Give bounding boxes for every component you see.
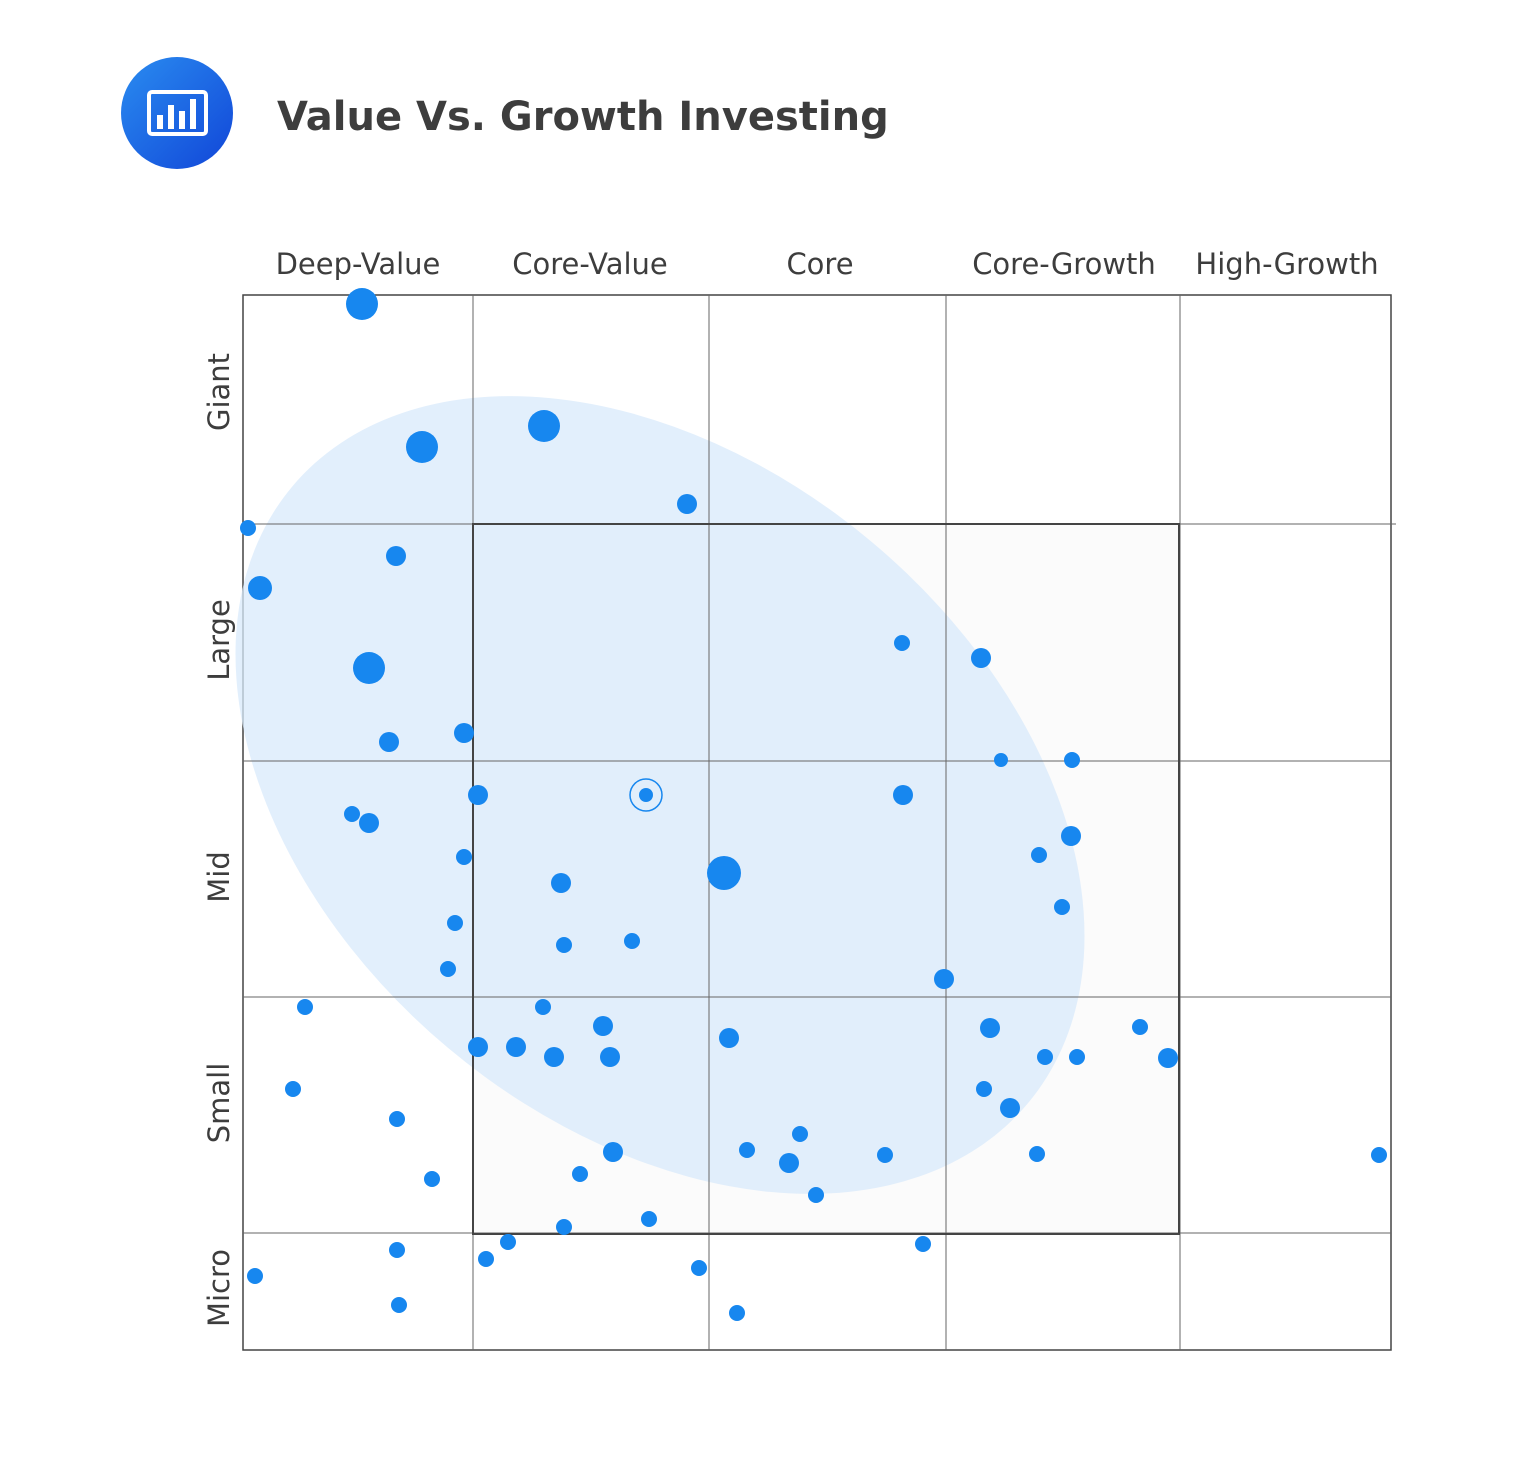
holding-dot	[389, 1242, 405, 1258]
holding-dot	[1371, 1147, 1387, 1163]
column-label: High-Growth	[1195, 247, 1378, 281]
holding-dot	[1037, 1049, 1053, 1065]
holding-dot	[386, 546, 406, 566]
holding-dot	[739, 1142, 755, 1158]
holding-dot	[353, 652, 385, 684]
holding-dot	[877, 1147, 893, 1163]
row-label: Small	[202, 1063, 236, 1144]
holding-dot	[893, 785, 913, 805]
holding-dot	[779, 1153, 799, 1173]
holding-dot	[1069, 1049, 1085, 1065]
holding-dot	[1064, 752, 1080, 768]
title: Value Vs. Growth Investing	[277, 94, 889, 140]
row-label: Mid	[202, 851, 236, 903]
holding-dot	[556, 1219, 572, 1235]
holding-dot	[247, 1268, 263, 1284]
holding-dot	[406, 431, 438, 463]
holding-dot	[359, 813, 379, 833]
holding-dot	[603, 1142, 623, 1162]
centroid-ring	[629, 778, 663, 812]
centroid	[639, 788, 653, 802]
holding-dot	[808, 1187, 824, 1203]
holding-dot	[593, 1016, 613, 1036]
holding-dot	[971, 648, 991, 668]
holding-dot	[677, 494, 697, 514]
holding-dot	[934, 969, 954, 989]
holding-dot	[440, 961, 456, 977]
holding-dot	[792, 1126, 808, 1142]
column-label: Core-Growth	[972, 247, 1156, 281]
holding-dot	[719, 1028, 739, 1048]
holding-dot	[456, 849, 472, 865]
icon	[121, 57, 233, 169]
holding-dot	[468, 1037, 488, 1057]
holding-dot	[994, 753, 1008, 767]
column-label: Core	[786, 247, 853, 281]
holding-dot	[624, 933, 640, 949]
holding-dot	[344, 806, 360, 822]
holding-dot	[454, 723, 474, 743]
holding-dot	[1000, 1098, 1020, 1118]
column-label: Core-Value	[512, 247, 668, 281]
holding-dot	[915, 1236, 931, 1252]
row-label: Micro	[202, 1249, 236, 1327]
holding-dot	[707, 856, 741, 890]
holding-dot	[691, 1260, 707, 1276]
holding-dot	[894, 635, 910, 651]
holding-dot	[600, 1047, 620, 1067]
column-label: Deep-Value	[276, 247, 441, 281]
holding-dot	[506, 1037, 526, 1057]
holding-dot	[528, 410, 560, 442]
holding-dot	[468, 785, 488, 805]
holding-dot	[1054, 899, 1070, 915]
holding-dot	[447, 915, 463, 931]
holding-dot	[379, 732, 399, 752]
holding-dot	[641, 1211, 657, 1227]
holding-dot	[391, 1297, 407, 1313]
holding-dot	[346, 288, 378, 320]
holding-dot	[551, 873, 571, 893]
holding-dot	[285, 1081, 301, 1097]
holding-dot	[297, 999, 313, 1015]
holding-dot	[248, 576, 272, 600]
holding-dot	[1158, 1048, 1178, 1068]
holding-dot	[544, 1047, 564, 1067]
cluster-area	[235, 396, 1085, 1194]
holding-dot	[556, 937, 572, 953]
holding-dot	[572, 1166, 588, 1182]
holding-dot	[1061, 826, 1081, 846]
holding-dot	[980, 1018, 1000, 1038]
core-box	[472, 523, 1180, 1235]
holding-dot	[240, 520, 256, 536]
holding-dot	[729, 1305, 745, 1321]
plot	[235, 294, 1396, 1351]
holding-dot	[500, 1234, 516, 1250]
holding-dot	[1029, 1146, 1045, 1162]
holding-dot	[424, 1171, 440, 1187]
holding-dot	[976, 1081, 992, 1097]
holding-dot	[535, 999, 551, 1015]
holding-dot	[1132, 1019, 1148, 1035]
holding-dot	[1031, 847, 1047, 863]
row-label: Giant	[202, 353, 236, 431]
holding-dot	[478, 1251, 494, 1267]
holding-dot	[389, 1111, 405, 1127]
row-label: Large	[202, 599, 236, 681]
